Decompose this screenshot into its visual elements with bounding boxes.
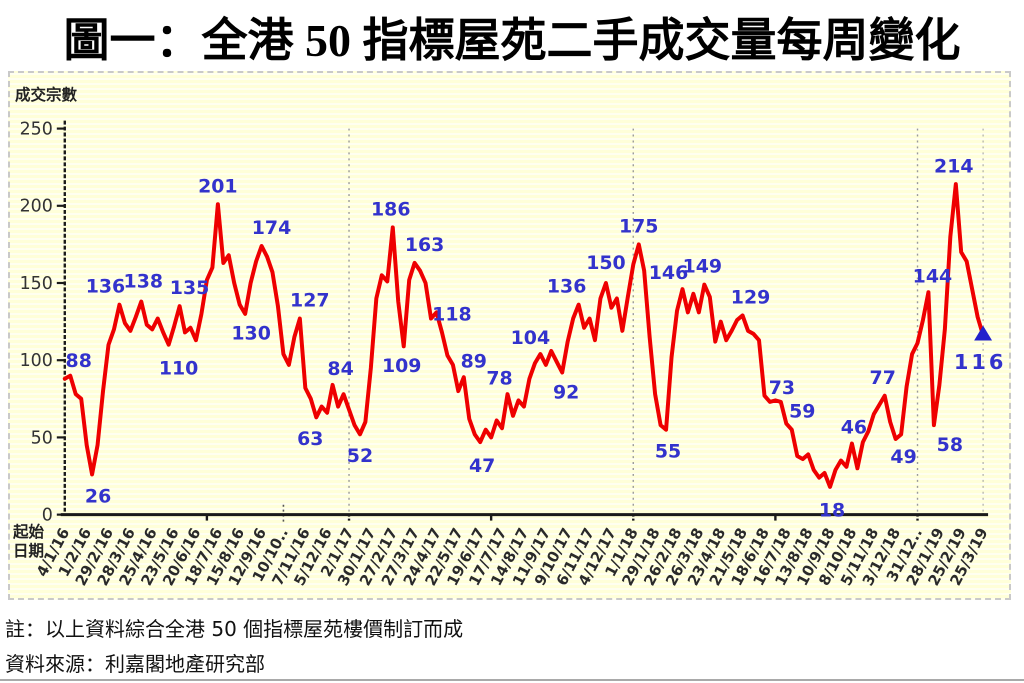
data-label: 63 (297, 428, 323, 450)
data-label: 127 (290, 290, 329, 312)
data-label: 163 (405, 234, 444, 256)
chart-svg: 0501001502002504/1/161/2/1629/2/1628/3/1… (20, 120, 1007, 589)
data-label: 130 (231, 323, 270, 345)
data-label: 52 (347, 445, 373, 467)
data-label: 89 (461, 350, 487, 372)
data-label: 104 (511, 327, 550, 349)
data-label: 47 (469, 455, 495, 477)
y-tick-label: 100 (20, 351, 53, 371)
y-tick-label: 0 (42, 506, 53, 526)
data-label: 109 (382, 355, 421, 377)
data-label: 135 (170, 277, 209, 299)
data-label: 144 (913, 265, 952, 287)
data-label: 146 (649, 262, 688, 284)
transaction-volume-line (62, 182, 986, 489)
bottom-divider (0, 679, 1024, 681)
x-axis-title-line1: 起始 (13, 523, 45, 541)
data-label: 26 (85, 485, 111, 507)
data-label: 149 (683, 256, 722, 278)
data-label: 118 (432, 304, 471, 326)
y-tick-label: 200 (20, 197, 53, 217)
data-label: 174 (252, 217, 291, 239)
data-label: 186 (371, 199, 410, 221)
data-label: 18 (819, 500, 845, 522)
data-label: 129 (731, 287, 770, 309)
data-label: 201 (198, 175, 237, 197)
y-tick-label: 250 (20, 120, 53, 140)
x-axis-title: 起始 日期 (13, 523, 44, 561)
note-method: 註：以上資料綜合全港 50 個指標屋苑樓價制訂而成 (5, 617, 464, 641)
x-axis-title-line2: 日期 (13, 542, 45, 560)
data-label: 84 (327, 358, 353, 380)
data-label: 138 (124, 271, 163, 293)
chart-title: 圖一：全港 50 指標屋苑二手成交量每周變化 (63, 15, 961, 66)
data-label: 73 (769, 377, 795, 399)
y-tick-label: 150 (20, 274, 53, 294)
data-label: 136 (547, 276, 586, 298)
data-label: 46 (841, 417, 867, 439)
data-label: 55 (655, 441, 681, 463)
data-label: 49 (890, 446, 916, 468)
data-label: 77 (870, 367, 896, 389)
data-label: 58 (937, 434, 963, 456)
data-label: 88 (66, 350, 92, 372)
data-label: 136 (86, 276, 125, 298)
data-label: 175 (619, 216, 658, 238)
data-label: 150 (586, 252, 625, 274)
y-tick-label: 50 (31, 428, 53, 448)
final-point-marker (974, 325, 993, 341)
data-label: 110 (159, 358, 198, 380)
note-source: 資料來源：利嘉閣地產研究部 (5, 652, 265, 676)
data-label: 214 (934, 155, 973, 177)
y-axis-title: 成交宗數 (15, 86, 78, 104)
chart-frame: 0 50 100 150 200 250 4/1/16 1/2/16 29/2/16 28/3/1… (8, 71, 1011, 600)
data-label: 78 (486, 367, 512, 389)
data-label: 92 (553, 381, 579, 403)
data-label: 59 (789, 401, 815, 423)
final-data-label: 116 (954, 350, 1007, 374)
